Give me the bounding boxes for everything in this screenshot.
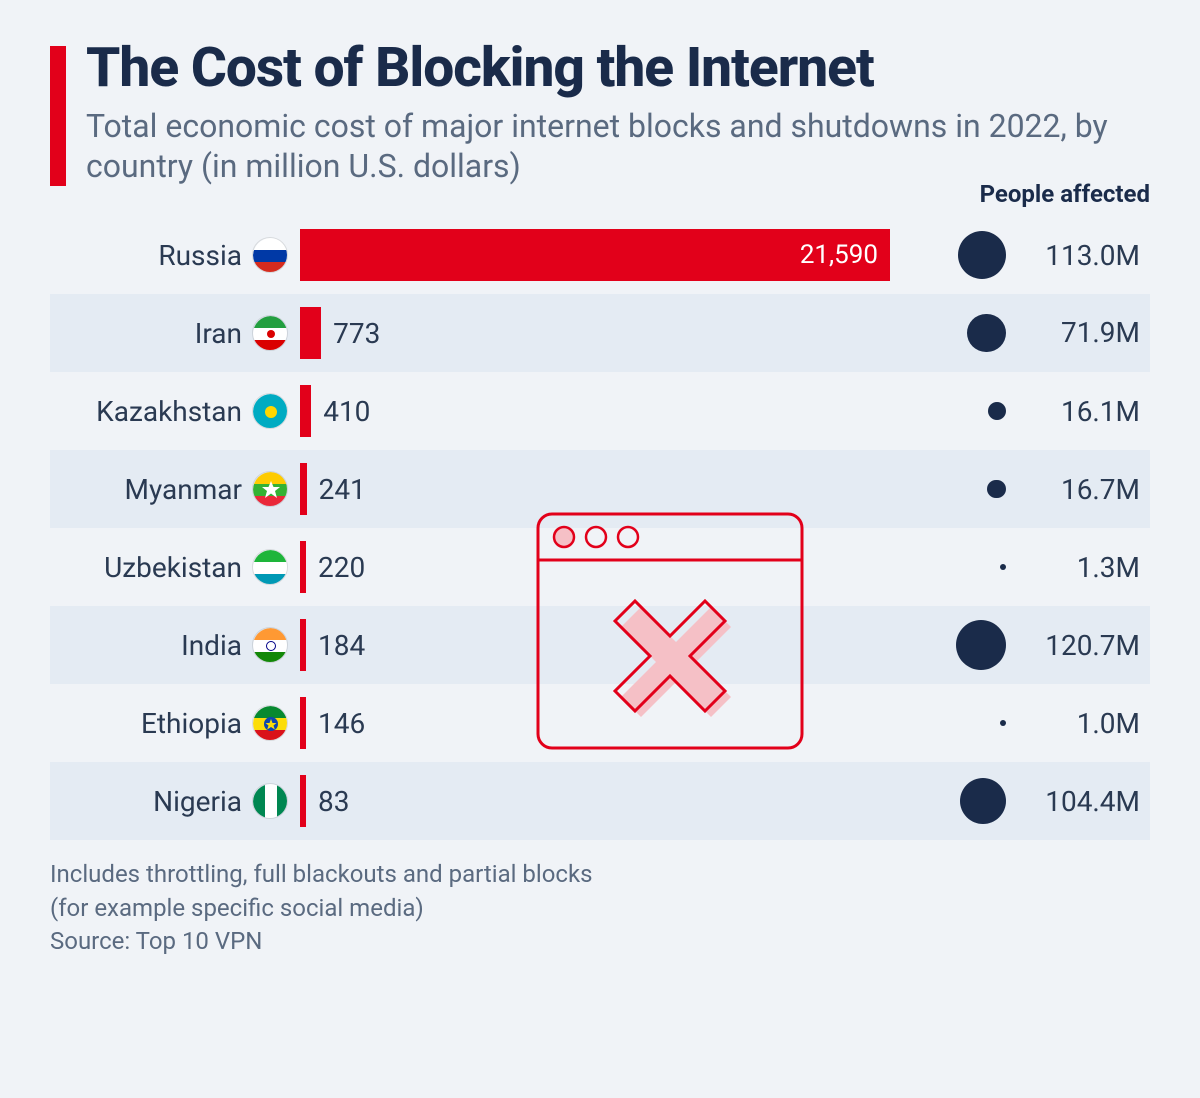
country-label: Myanmar xyxy=(50,471,300,507)
people-cell: 104.4M xyxy=(900,778,1150,825)
footer: Includes throttling, full blackouts and … xyxy=(50,858,1150,959)
people-dot xyxy=(988,402,1006,420)
cost-bar xyxy=(300,307,321,359)
cost-bar xyxy=(300,385,311,437)
bar-area: 146 xyxy=(300,684,900,762)
people-value: 71.9M xyxy=(1020,316,1140,349)
flag-icon xyxy=(252,315,288,351)
cost-bar xyxy=(300,463,307,515)
country-name: Russia xyxy=(158,239,242,272)
country-name: Kazakhstan xyxy=(96,395,242,428)
people-value: 1.3M xyxy=(1020,551,1140,584)
bar-chart: People affected Russia 21,590113.0MIran … xyxy=(50,216,1150,840)
people-dot xyxy=(960,778,1007,825)
country-name: Iran xyxy=(195,317,242,350)
cost-bar xyxy=(300,541,306,593)
cost-value: 773 xyxy=(333,317,380,350)
country-label: Iran xyxy=(50,315,300,351)
country-name: Myanmar xyxy=(125,473,242,506)
cost-value: 146 xyxy=(318,707,365,740)
footnote-line1: Includes throttling, full blackouts and … xyxy=(50,858,1150,892)
flag-icon xyxy=(252,705,288,741)
people-cell: 1.0M xyxy=(900,707,1150,740)
flag-icon xyxy=(252,237,288,273)
people-value: 1.0M xyxy=(1020,707,1140,740)
people-dot xyxy=(1000,564,1006,570)
country-label: Ethiopia xyxy=(50,705,300,741)
cost-bar xyxy=(300,775,306,827)
people-cell: 71.9M xyxy=(900,314,1150,353)
source: Source: Top 10 VPN xyxy=(50,925,1150,959)
cost-value: 410 xyxy=(323,395,370,428)
country-label: Nigeria xyxy=(50,783,300,819)
flag-icon xyxy=(252,549,288,585)
bar-area: 184 xyxy=(300,606,900,684)
people-cell: 16.1M xyxy=(900,395,1150,428)
people-affected-header: People affected xyxy=(980,180,1150,208)
chart-row: Russia 21,590 113.0M xyxy=(50,216,1150,294)
cost-bar xyxy=(300,697,306,749)
people-value: 16.7M xyxy=(1020,473,1140,506)
title-block: The Cost of Blocking the Internet Total … xyxy=(86,40,1150,186)
cost-value: 241 xyxy=(319,473,366,506)
header: The Cost of Blocking the Internet Total … xyxy=(50,40,1150,186)
people-cell: 120.7M xyxy=(900,620,1150,670)
cost-value: 184 xyxy=(318,629,365,662)
chart-row: Ethiopia 146 1.0M xyxy=(50,684,1150,762)
country-label: India xyxy=(50,627,300,663)
people-cell: 16.7M xyxy=(900,473,1150,506)
flag-icon xyxy=(252,471,288,507)
country-label: Russia xyxy=(50,237,300,273)
bar-area: 21,590 xyxy=(300,216,900,294)
people-dot xyxy=(958,231,1006,279)
bar-area: 220 xyxy=(300,528,900,606)
people-dot xyxy=(987,480,1006,499)
bar-area: 773 xyxy=(300,294,900,372)
flag-icon xyxy=(252,393,288,429)
bar-area: 83 xyxy=(300,762,900,840)
country-label: Uzbekistan xyxy=(50,549,300,585)
flag-icon xyxy=(252,627,288,663)
country-label: Kazakhstan xyxy=(50,393,300,429)
cost-value: 83 xyxy=(318,785,349,818)
people-dot xyxy=(956,620,1006,670)
people-dot xyxy=(967,314,1006,353)
bar-area: 241 xyxy=(300,450,900,528)
people-cell: 113.0M xyxy=(900,231,1150,279)
people-value: 113.0M xyxy=(1020,239,1140,272)
footnote-line2: (for example specific social media) xyxy=(50,892,1150,926)
cost-value: 220 xyxy=(318,551,365,584)
country-name: Ethiopia xyxy=(141,707,242,740)
people-cell: 1.3M xyxy=(900,551,1150,584)
country-name: Uzbekistan xyxy=(104,551,242,584)
chart-row: Kazakhstan 410 16.1M xyxy=(50,372,1150,450)
bar-area: 410 xyxy=(300,372,900,450)
chart-row: Nigeria 83 104.4M xyxy=(50,762,1150,840)
country-name: India xyxy=(181,629,242,662)
people-value: 104.4M xyxy=(1020,785,1140,818)
chart-row: Myanmar 241 16.7M xyxy=(50,450,1150,528)
title-accent-bar xyxy=(50,46,66,186)
people-dot xyxy=(1000,720,1006,726)
country-name: Nigeria xyxy=(153,785,242,818)
title: The Cost of Blocking the Internet xyxy=(86,40,1150,98)
people-value: 16.1M xyxy=(1020,395,1140,428)
flag-icon xyxy=(252,783,288,819)
cost-bar: 21,590 xyxy=(300,229,890,281)
chart-row: Uzbekistan 220 1.3M xyxy=(50,528,1150,606)
chart-row: India 184 120.7M xyxy=(50,606,1150,684)
subtitle: Total economic cost of major internet bl… xyxy=(86,106,1150,186)
chart-row: Iran 773 71.9M xyxy=(50,294,1150,372)
cost-bar xyxy=(300,619,306,671)
people-value: 120.7M xyxy=(1020,629,1140,662)
cost-value: 21,590 xyxy=(800,240,878,270)
